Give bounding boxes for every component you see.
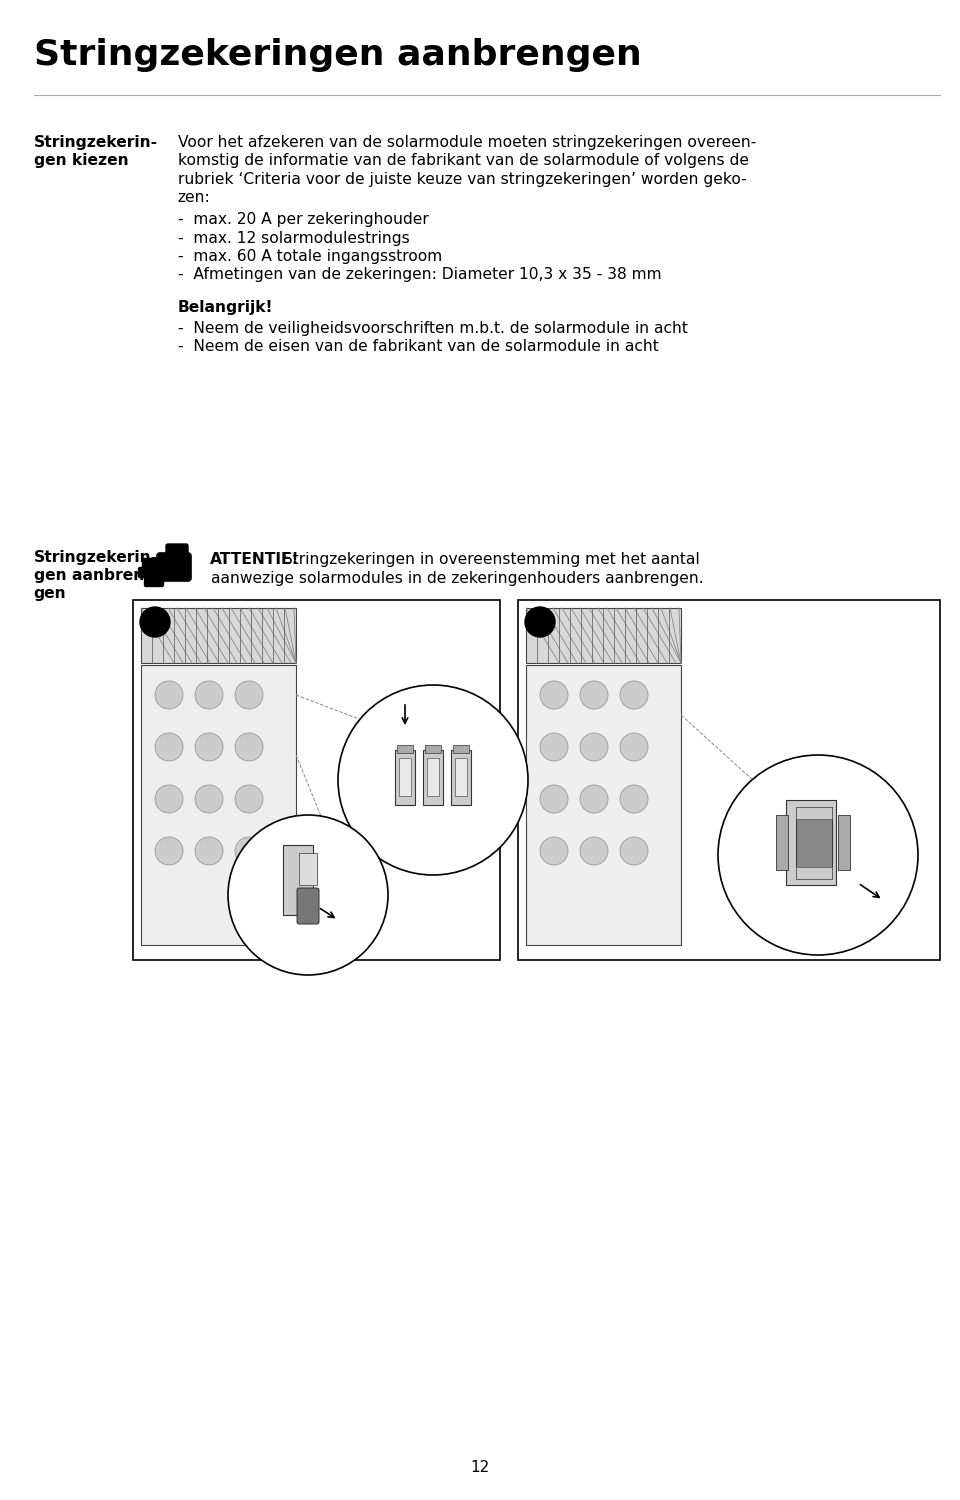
Text: aanwezige solarmodules in de zekeringenhouders aanbrengen.: aanwezige solarmodules in de zekeringenh… [211, 570, 704, 585]
Text: rubriek ‘Criteria voor de juiste keuze van stringzekeringen’ worden geko-: rubriek ‘Criteria voor de juiste keuze v… [178, 172, 746, 188]
Text: -  Neem de eisen van de fabrikant van de solarmodule in acht: - Neem de eisen van de fabrikant van de … [178, 339, 659, 354]
Bar [423, 750, 443, 806]
Text: 12: 12 [470, 1460, 490, 1474]
Circle shape [235, 734, 263, 760]
Text: Belangrijk!: Belangrijk! [178, 300, 273, 315]
Text: -  max. 20 A per zekeringhouder: - max. 20 A per zekeringhouder [178, 211, 428, 226]
Bar [395, 750, 415, 806]
Bar [397, 746, 413, 753]
Text: Voor het afzekeren van de solarmodule moeten stringzekeringen overeen-: Voor het afzekeren van de solarmodule mo… [178, 135, 756, 150]
Bar [141, 664, 296, 945]
Text: Stringzekeringen aanbrengen: Stringzekeringen aanbrengen [34, 38, 641, 72]
Bar [518, 600, 940, 960]
FancyBboxPatch shape [166, 544, 188, 558]
Circle shape [338, 686, 528, 874]
Text: gen kiezen: gen kiezen [34, 153, 129, 168]
Circle shape [155, 784, 183, 813]
FancyBboxPatch shape [142, 558, 163, 568]
Circle shape [580, 681, 608, 710]
Text: 1: 1 [150, 615, 160, 628]
Text: ATTENTIE!: ATTENTIE! [210, 552, 300, 567]
Text: gen: gen [34, 586, 66, 602]
Circle shape [620, 681, 648, 710]
Circle shape [155, 837, 183, 866]
Text: Stringzekerin-: Stringzekerin- [34, 135, 157, 150]
Circle shape [235, 837, 263, 866]
FancyBboxPatch shape [145, 576, 163, 586]
Circle shape [155, 734, 183, 760]
Bar [796, 867, 832, 879]
Bar [427, 758, 439, 796]
Bar [451, 750, 471, 806]
Bar [425, 746, 441, 753]
Bar [283, 844, 313, 915]
Text: -  Afmetingen van de zekeringen: Diameter 10,3 x 35 - 38 mm: - Afmetingen van de zekeringen: Diameter… [178, 267, 661, 282]
Bar [453, 746, 469, 753]
Bar [838, 815, 850, 870]
Circle shape [235, 784, 263, 813]
FancyBboxPatch shape [297, 888, 319, 924]
Bar [776, 815, 788, 870]
Circle shape [620, 837, 648, 866]
Text: zen:: zen: [178, 190, 210, 206]
Text: -  max. 12 solarmodulestrings: - max. 12 solarmodulestrings [178, 231, 409, 246]
Circle shape [140, 608, 170, 638]
Circle shape [620, 784, 648, 813]
Bar [399, 758, 411, 796]
FancyBboxPatch shape [138, 567, 163, 578]
Circle shape [235, 681, 263, 710]
Circle shape [580, 784, 608, 813]
Bar [133, 600, 500, 960]
Bar [526, 664, 681, 945]
Circle shape [540, 837, 568, 866]
Bar [786, 800, 836, 885]
Circle shape [228, 815, 388, 975]
Circle shape [718, 754, 918, 956]
Text: Stringzekeringen in overeenstemming met het aantal: Stringzekeringen in overeenstemming met … [277, 552, 699, 567]
Text: Stringzekerin-: Stringzekerin- [34, 550, 157, 566]
Text: -  max. 60 A totale ingangsstroom: - max. 60 A totale ingangsstroom [178, 249, 442, 264]
Text: -  Neem de veiligheidsvoorschriften m.b.t. de solarmodule in acht: - Neem de veiligheidsvoorschriften m.b.t… [178, 321, 687, 336]
Bar [299, 853, 317, 885]
Circle shape [195, 784, 223, 813]
Circle shape [540, 784, 568, 813]
Circle shape [525, 608, 555, 638]
Bar [796, 807, 832, 879]
Text: 2: 2 [535, 615, 545, 628]
Circle shape [620, 734, 648, 760]
Bar [796, 807, 832, 819]
Circle shape [195, 681, 223, 710]
Text: gen aanbren-: gen aanbren- [34, 568, 151, 584]
Bar [455, 758, 467, 796]
FancyBboxPatch shape [157, 554, 191, 580]
Circle shape [195, 734, 223, 760]
Text: komstig de informatie van de fabrikant van de solarmodule of volgens de: komstig de informatie van de fabrikant v… [178, 153, 749, 168]
Circle shape [580, 734, 608, 760]
Circle shape [540, 681, 568, 710]
Circle shape [580, 837, 608, 866]
Circle shape [195, 837, 223, 866]
Circle shape [155, 681, 183, 710]
Bar [141, 608, 296, 663]
Circle shape [540, 734, 568, 760]
Bar [526, 608, 681, 663]
